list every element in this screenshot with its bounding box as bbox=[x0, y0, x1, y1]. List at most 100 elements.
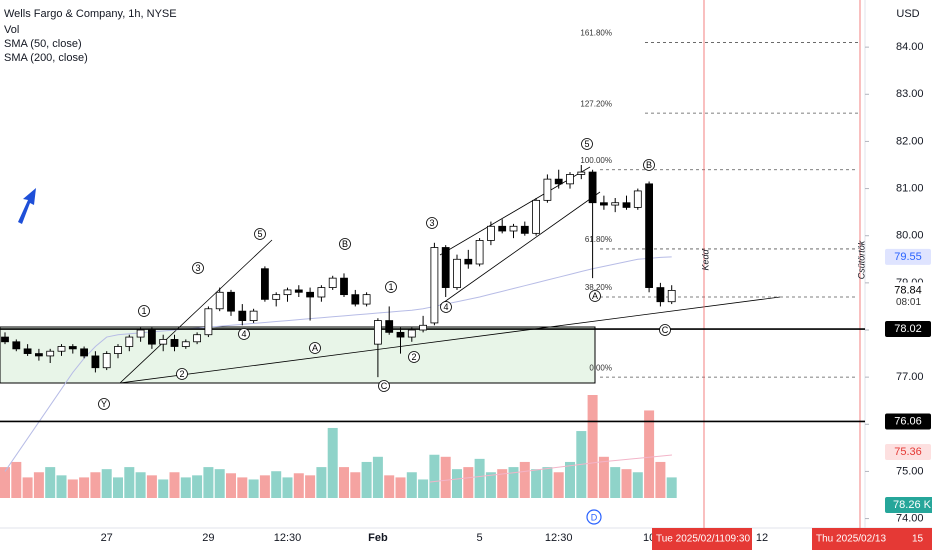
cursor-text: Tue 2025/02/11 bbox=[656, 534, 725, 545]
volume-bar bbox=[361, 461, 372, 498]
candle-body bbox=[543, 178, 552, 201]
candle-body bbox=[498, 225, 507, 232]
candle-body bbox=[509, 225, 518, 232]
volume-bar bbox=[655, 461, 666, 498]
candle-body bbox=[340, 277, 348, 296]
wave-label: C bbox=[381, 381, 388, 391]
volume-bar bbox=[237, 477, 248, 498]
indicator-label: SMA (50, close) bbox=[4, 38, 82, 50]
candle-body bbox=[577, 171, 586, 175]
volume-bar bbox=[519, 461, 530, 498]
volume-bar bbox=[90, 472, 101, 498]
candle-body bbox=[272, 294, 281, 300]
currency[interactable]: USD bbox=[896, 8, 919, 20]
dividend-circle bbox=[586, 509, 602, 525]
indicator-label: Vol bbox=[4, 24, 19, 36]
x-tick-label: 12:30 bbox=[274, 532, 302, 544]
volume-bar bbox=[395, 477, 406, 498]
volume-bar bbox=[429, 454, 440, 498]
candle-body bbox=[317, 287, 326, 298]
trendline bbox=[119, 296, 781, 384]
candle-body bbox=[170, 339, 179, 347]
candle-body bbox=[35, 353, 43, 357]
candle-body bbox=[645, 183, 653, 288]
candle-body bbox=[1, 336, 9, 343]
wave-circle bbox=[138, 305, 150, 317]
wave-label: Y bbox=[101, 399, 107, 409]
wave-circle bbox=[339, 238, 351, 250]
volume-bar bbox=[169, 472, 180, 498]
candle-body bbox=[181, 341, 190, 347]
volume-bar bbox=[316, 467, 327, 498]
price-badge-text: 79.55 bbox=[894, 251, 922, 263]
wave-circle bbox=[408, 351, 420, 363]
level-badge bbox=[885, 413, 931, 430]
candle-body bbox=[23, 348, 32, 354]
arrow bbox=[18, 188, 36, 224]
x-tick-label: 12 bbox=[756, 532, 768, 544]
wave-label: 2 bbox=[179, 369, 184, 379]
price-badge bbox=[885, 444, 931, 460]
candle-body bbox=[238, 310, 247, 321]
candle-body bbox=[12, 341, 21, 350]
day-label: Kedd bbox=[700, 249, 710, 271]
candle-body bbox=[532, 199, 540, 234]
y-tick-label: 81.00 bbox=[896, 182, 924, 194]
candle-body bbox=[204, 308, 213, 336]
wave-circle bbox=[98, 398, 110, 410]
chart-title: Wells Fargo & Company, 1h, NYSE bbox=[4, 8, 177, 20]
volume-bar bbox=[45, 467, 56, 498]
candle-body bbox=[362, 294, 371, 305]
wave-label: 1 bbox=[388, 282, 393, 292]
wave-circle bbox=[581, 138, 593, 150]
y-tick-label: 75.00 bbox=[896, 465, 924, 477]
x-tick-label: 12:30 bbox=[545, 532, 573, 544]
candle-body bbox=[373, 320, 382, 345]
volume-bar bbox=[666, 477, 677, 498]
indicator-label: SMA (200, close) bbox=[4, 52, 88, 64]
volume-bar bbox=[327, 427, 338, 498]
volume-bar bbox=[248, 479, 259, 498]
x-tick-label: 5 bbox=[477, 532, 483, 544]
fib-label: 100.00% bbox=[580, 156, 612, 165]
y-tick-label: 80.00 bbox=[896, 230, 924, 242]
candle-body bbox=[80, 348, 88, 357]
wave-circle bbox=[378, 380, 390, 392]
candle-body bbox=[328, 277, 337, 288]
candle-body bbox=[611, 202, 620, 206]
wave-circle bbox=[659, 324, 671, 336]
volume-bar bbox=[158, 479, 169, 498]
volume-bar bbox=[339, 467, 349, 498]
candle-body bbox=[453, 258, 461, 288]
price-badge-text: 78.26 K bbox=[893, 499, 932, 511]
volume-bar bbox=[214, 469, 225, 498]
candle-body bbox=[114, 346, 122, 354]
volume-bar bbox=[192, 475, 203, 498]
volume-bar bbox=[632, 472, 643, 498]
fib-label: 161.80% bbox=[580, 29, 612, 38]
candle-body bbox=[464, 258, 473, 265]
candle-body bbox=[419, 324, 428, 331]
wave-label: B bbox=[342, 239, 348, 249]
y-tick-label: 82.00 bbox=[896, 135, 924, 147]
volume-bar bbox=[146, 475, 157, 498]
candle-body bbox=[283, 289, 292, 296]
candle-body bbox=[260, 268, 269, 300]
candle-body bbox=[227, 291, 235, 312]
volume-bar bbox=[350, 472, 361, 498]
volume-ma bbox=[429, 454, 673, 483]
candle-body bbox=[294, 289, 303, 293]
candle-body bbox=[396, 331, 405, 338]
volume-bar bbox=[452, 469, 462, 498]
candle-body bbox=[159, 339, 168, 345]
candle-body bbox=[600, 202, 608, 206]
volume-bar bbox=[226, 473, 236, 498]
volume-bar bbox=[124, 467, 135, 498]
wave-label: A bbox=[592, 291, 598, 301]
volume-bar bbox=[282, 477, 293, 498]
wave-label: A bbox=[312, 343, 318, 353]
dividend-text: D bbox=[591, 512, 598, 522]
volume-bar bbox=[485, 472, 496, 498]
wave-label: B bbox=[646, 160, 652, 170]
